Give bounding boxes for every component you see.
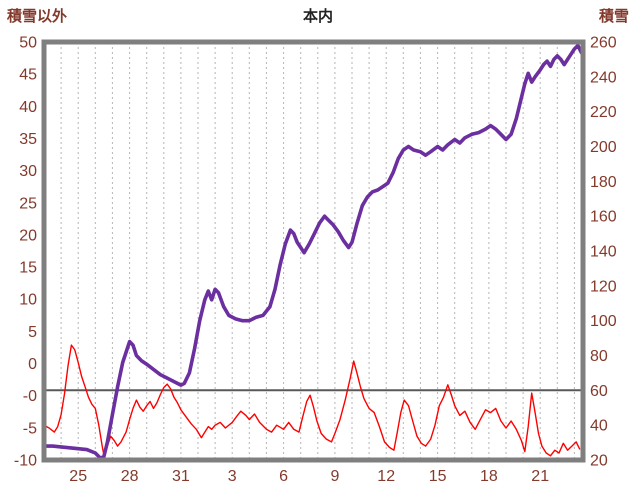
series-red-line (43, 344, 581, 457)
svg-text:120: 120 (590, 278, 617, 295)
svg-text:240: 240 (590, 69, 617, 86)
svg-text:6: 6 (279, 468, 288, 485)
svg-text:20: 20 (590, 453, 608, 470)
svg-text:140: 140 (590, 244, 617, 261)
svg-text:25: 25 (19, 195, 37, 212)
svg-text:35: 35 (19, 131, 37, 148)
svg-text:180: 180 (590, 174, 617, 191)
svg-text:100: 100 (590, 313, 617, 330)
svg-text:28: 28 (121, 468, 139, 485)
right-axis-ticks: 260 240 220 200 180 160 140 120 100 80 60 40 20 (590, 35, 617, 470)
series-purple-line (42, 43, 584, 461)
plot-frame (41, 39, 586, 463)
svg-text:80: 80 (590, 348, 608, 365)
svg-text:10: 10 (19, 292, 37, 309)
svg-text:60: 60 (590, 383, 608, 400)
svg-text:-10: -10 (14, 453, 37, 470)
svg-text:45: 45 (19, 67, 37, 84)
svg-text:15: 15 (19, 260, 37, 277)
svg-text:12: 12 (377, 468, 395, 485)
svg-text:-0: -0 (23, 388, 37, 405)
svg-text:15: 15 (429, 468, 447, 485)
svg-text:-5: -5 (23, 420, 37, 437)
svg-text:20: 20 (19, 227, 37, 244)
svg-text:220: 220 (590, 104, 617, 121)
svg-text:3: 3 (228, 468, 237, 485)
svg-text:25: 25 (69, 468, 87, 485)
svg-text:18: 18 (480, 468, 498, 485)
svg-text:40: 40 (19, 99, 37, 116)
svg-text:200: 200 (590, 139, 617, 156)
chart-title: 本内 (302, 8, 333, 25)
svg-text:9: 9 (330, 468, 339, 485)
svg-text:0: 0 (28, 356, 37, 373)
svg-text:260: 260 (590, 35, 617, 52)
svg-text:50: 50 (19, 35, 37, 52)
right-axis-title: 積雪 (598, 8, 629, 25)
svg-text:31: 31 (172, 468, 190, 485)
svg-text:5: 5 (28, 324, 37, 341)
left-axis-title: 積雪以外 (7, 8, 68, 25)
svg-text:160: 160 (590, 209, 617, 226)
gridlines (60, 42, 575, 460)
svg-text:30: 30 (19, 163, 37, 180)
svg-text:40: 40 (590, 418, 608, 435)
x-axis-ticks: 25 28 31 3 6 9 12 15 18 21 (69, 468, 549, 485)
svg-text:21: 21 (531, 468, 549, 485)
